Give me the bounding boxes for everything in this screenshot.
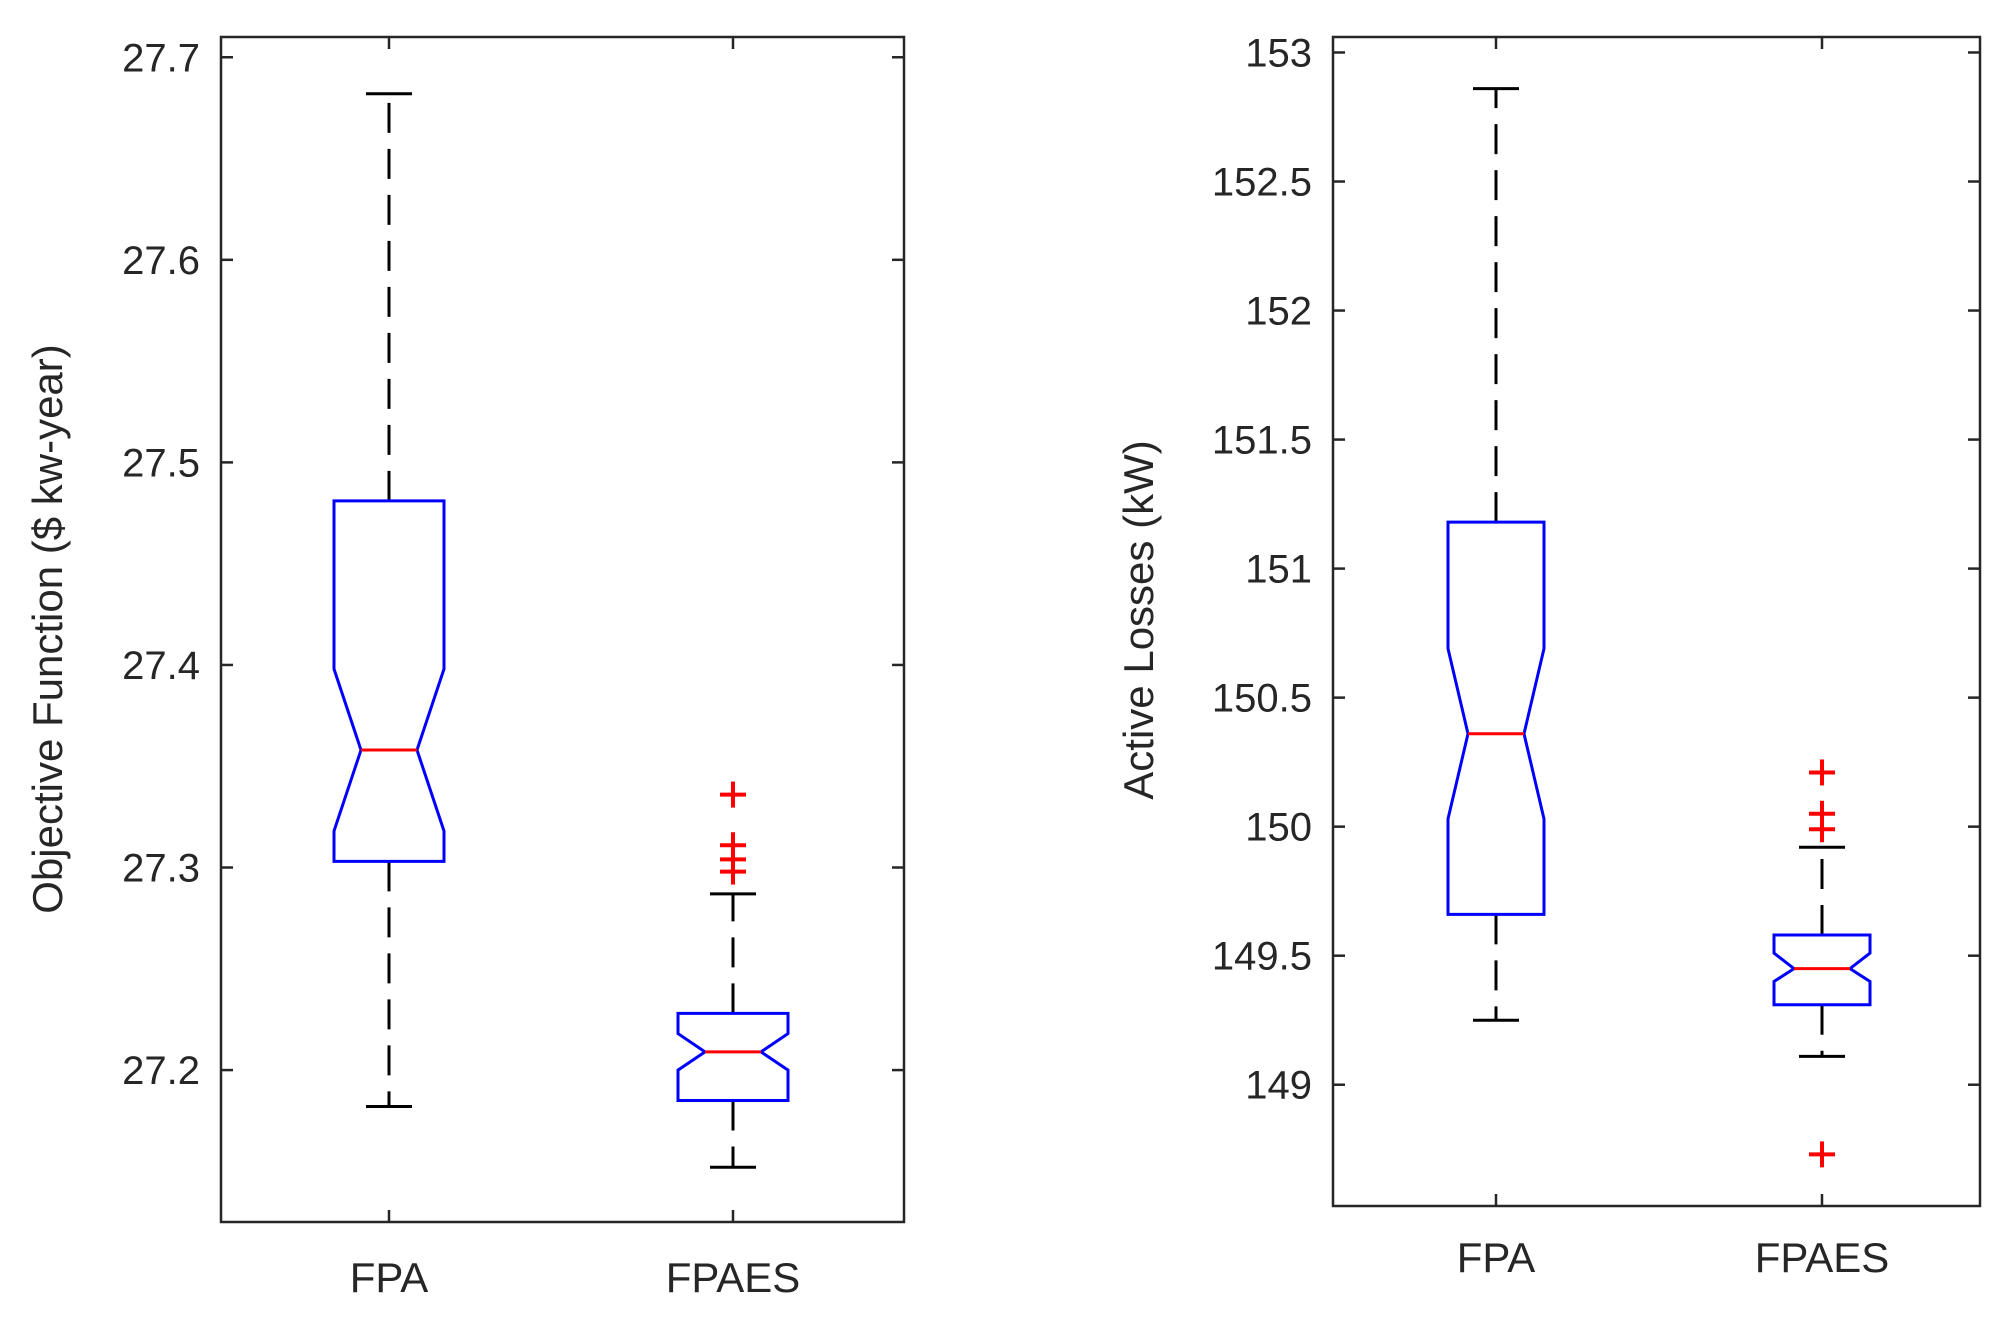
category-label: FPAES xyxy=(1755,1234,1890,1281)
y-axis-title: Objective Function ($ kw-year) xyxy=(24,344,71,914)
active-losses-boxplot: 149 149.5 150 150.5 151 151.5 152 152.5 153 FPA FP… xyxy=(1115,31,1982,1281)
box-fpaes xyxy=(676,781,790,1169)
box-fpa xyxy=(1446,87,1546,1022)
outlier-marker xyxy=(720,781,746,808)
y-tick-label: 27.7 xyxy=(122,36,200,80)
notched-box xyxy=(676,1011,790,1102)
category-label: FPA xyxy=(350,1254,429,1301)
y-tick-label: 152 xyxy=(1245,290,1312,334)
y-tick-label: 27.5 xyxy=(122,441,200,485)
axes-frame xyxy=(1331,35,1982,1208)
y-tick-label: 27.6 xyxy=(122,239,200,283)
y-tick-label: 150 xyxy=(1245,806,1312,850)
outlier-marker xyxy=(1809,1141,1835,1168)
y-tick-label: 27.3 xyxy=(122,847,200,891)
notched-box xyxy=(1446,520,1546,916)
y-tick-label: 153 xyxy=(1245,31,1312,75)
y-tick-label: 151.5 xyxy=(1212,419,1312,463)
y-tick-label: 149.5 xyxy=(1212,935,1312,979)
y-axis-title: Active Losses (kW) xyxy=(1115,440,1162,799)
axes-frame xyxy=(219,35,906,1224)
box-fpaes xyxy=(1772,759,1872,1168)
category-label: FPA xyxy=(1457,1234,1536,1281)
box-fpa xyxy=(332,92,446,1109)
y-tick-label: 152.5 xyxy=(1212,161,1312,205)
category-label: FPAES xyxy=(666,1254,801,1301)
outlier-marker xyxy=(720,832,746,859)
y-tick-label: 151 xyxy=(1245,548,1312,592)
notched-box xyxy=(332,499,446,863)
y-tick-label: 149 xyxy=(1245,1064,1312,1108)
y-tick-label: 150.5 xyxy=(1212,677,1312,721)
y-tick-label: 27.4 xyxy=(122,644,200,688)
outlier-marker xyxy=(1809,800,1835,827)
objective-function-boxplot: 27.2 27.3 27.4 27.5 27.6 27.7 FPA FPAES Objectiv… xyxy=(24,35,906,1301)
outlier-marker xyxy=(1809,759,1835,786)
y-tick-label: 27.2 xyxy=(122,1049,200,1093)
